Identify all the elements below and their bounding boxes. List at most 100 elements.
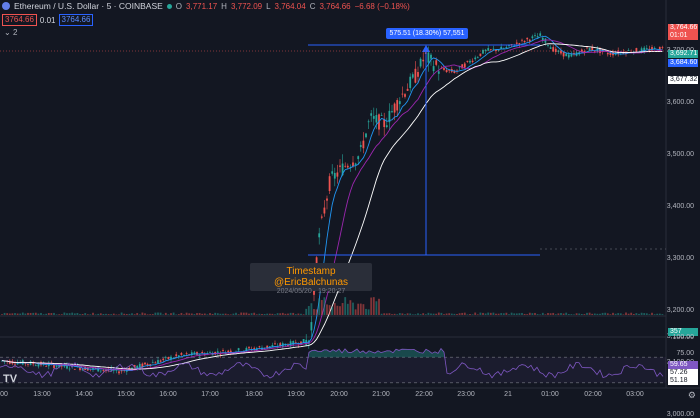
volume-bar (635, 313, 638, 315)
chart-canvas[interactable] (0, 0, 700, 401)
volume-bar (651, 312, 653, 315)
volume-bar (154, 312, 157, 315)
candle-body (167, 356, 170, 360)
candle-body (14, 363, 16, 365)
tooltip-title: Timestamp @EricBalchunas (273, 266, 349, 288)
candle-body (60, 365, 63, 367)
volume-bar (287, 313, 289, 315)
volume-bar (625, 312, 627, 315)
volume-bar (427, 312, 430, 315)
volume-bar (409, 313, 412, 315)
candle-body (315, 257, 318, 269)
volume-bar (445, 313, 448, 315)
volume-bar (617, 313, 620, 315)
candle-body (398, 101, 401, 105)
candle-body (448, 69, 451, 71)
candle-body (105, 369, 107, 371)
volume-bar (89, 314, 92, 315)
volume-bar (502, 313, 505, 315)
candle-body (146, 364, 149, 366)
candle-body (8, 360, 11, 364)
symbol-title[interactable]: Ethereum / U.S. Dollar · 5 · COINBASE (14, 1, 163, 11)
candle-body (118, 371, 120, 374)
volume-bar (474, 312, 477, 315)
volume-bar (27, 312, 29, 315)
volume-bar (489, 312, 492, 315)
close-label: C (309, 1, 316, 11)
volume-bar (609, 314, 612, 315)
tradingview-logo[interactable]: TV (3, 373, 18, 385)
candle-body (565, 53, 568, 57)
volume-bar (279, 313, 282, 315)
candle-body (526, 37, 529, 40)
candle-body (554, 48, 557, 52)
volume-bar (271, 313, 274, 315)
volume-bar (430, 313, 432, 315)
volume-bar (24, 313, 27, 315)
volume-bar (414, 314, 417, 315)
volume-bar (328, 305, 331, 315)
buy-button[interactable]: 3764.66 (58, 14, 94, 26)
volume-bar (565, 312, 568, 315)
indicators-toggle[interactable]: ⌄ 2 (4, 28, 17, 37)
volume-bar (515, 313, 518, 315)
close-value: 3,764.66 (319, 1, 351, 11)
candle-body (388, 110, 391, 123)
time-axis-label: 20:00 (330, 391, 348, 398)
price-axis-label: 3,300.00 (666, 255, 694, 263)
volume-bar (518, 313, 521, 315)
candle-body (144, 362, 146, 365)
volume-bar (437, 312, 440, 315)
candle-body (495, 49, 497, 52)
price-axis-label: 3,150.00 (666, 333, 694, 341)
time-axis-label: 00 (0, 391, 8, 398)
candle-body (287, 344, 289, 347)
candle-body (245, 347, 248, 351)
candle-body (138, 363, 141, 368)
volume-bar (396, 314, 399, 315)
volume-bar (318, 298, 321, 315)
volume-bar (219, 313, 222, 315)
candle-body (635, 48, 638, 52)
candle-body (430, 54, 432, 59)
candle-body (437, 71, 440, 74)
volume-bar (539, 314, 542, 315)
volume-bar (404, 314, 406, 315)
open-label: O (175, 1, 183, 11)
volume-bar (115, 314, 118, 315)
candle-body (487, 48, 490, 51)
candle-body (190, 352, 193, 356)
high-label: H (221, 1, 227, 11)
symbol-header: Ethereum / U.S. Dollar · 5 · COINBASE O 3… (0, 0, 410, 12)
candle-body (406, 88, 409, 91)
volume-bar (16, 313, 19, 315)
candle-body (45, 365, 48, 367)
indicator-count: 2 (12, 28, 18, 37)
candle-body (175, 354, 178, 356)
volume-bar (123, 313, 126, 315)
volume-bar (151, 314, 154, 315)
candle-body (539, 33, 542, 36)
volume-bar (235, 312, 237, 315)
candle-body (162, 358, 165, 360)
candle-body (456, 70, 458, 72)
sell-button[interactable]: 3764.66 (2, 14, 37, 26)
gear-icon[interactable]: ⚙ (687, 390, 696, 400)
volume-bar (203, 313, 206, 315)
candle-body (29, 361, 32, 365)
volume-bar (237, 314, 240, 315)
volume-bar (344, 297, 347, 315)
candle-body (133, 364, 136, 368)
candle-body (102, 370, 105, 371)
volume-bar (34, 312, 37, 315)
volume-bar (570, 314, 573, 315)
volume-bar (534, 312, 536, 315)
volume-bar (245, 312, 248, 315)
volume-bar (448, 313, 451, 315)
candle-body (222, 350, 224, 351)
volume-bar (458, 313, 461, 315)
volume-bar (549, 313, 552, 315)
volume-bar (222, 313, 224, 315)
volume-bar (164, 312, 167, 315)
volume-bar (196, 313, 198, 315)
